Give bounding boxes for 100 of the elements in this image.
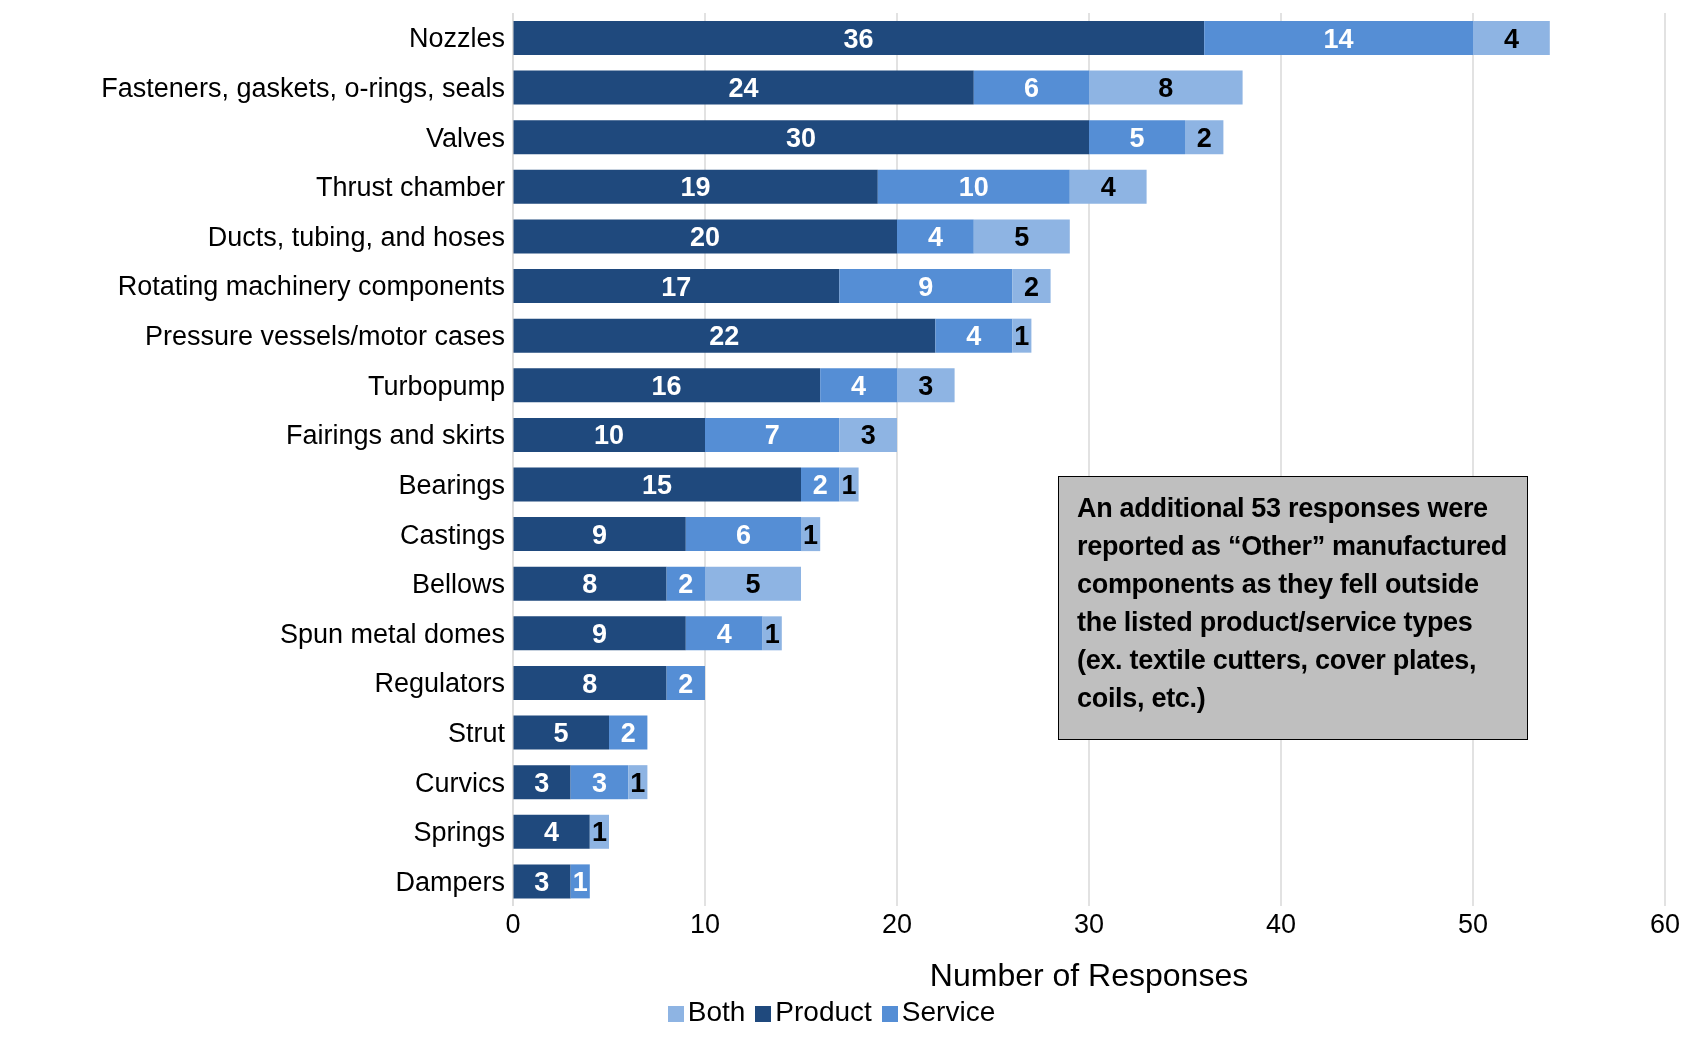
y-tick-label: Dampers — [395, 866, 505, 897]
data-label: 1 — [841, 470, 857, 501]
x-tick-label: 20 — [881, 909, 913, 940]
data-label: 3 — [534, 866, 550, 897]
data-label: 5 — [1129, 122, 1145, 153]
bar — [1089, 120, 1185, 155]
bar — [935, 318, 1013, 353]
data-label: 8 — [582, 569, 598, 600]
data-label: 4 — [1100, 172, 1116, 203]
y-tick-label: Regulators — [374, 668, 505, 699]
y-tick-label: Ducts, tubing, and hoses — [207, 221, 505, 252]
bar — [1089, 70, 1243, 105]
bar — [897, 368, 955, 403]
data-label: 3 — [534, 767, 550, 798]
data-label: 15 — [641, 470, 673, 501]
data-label: 9 — [591, 618, 607, 649]
data-label: 10 — [593, 420, 625, 451]
data-label: 36 — [843, 23, 874, 54]
y-tick-label: Bearings — [398, 469, 505, 500]
data-label: 4 — [716, 618, 732, 649]
bar — [570, 765, 629, 800]
data-label: 8 — [1158, 73, 1174, 104]
y-tick-label: Nozzles — [408, 23, 505, 54]
data-label: 10 — [958, 172, 989, 203]
data-label: 1 — [572, 866, 588, 897]
bar — [513, 765, 571, 800]
x-axis-title: Number of Responses — [929, 957, 1249, 993]
bar — [513, 417, 705, 452]
bar — [513, 814, 590, 849]
data-label: 4 — [927, 222, 943, 253]
x-tick-label: 30 — [1073, 909, 1105, 940]
bar — [897, 219, 974, 254]
legend-label: Product — [775, 996, 872, 1027]
legend-label: Both — [687, 996, 746, 1027]
x-tick-label: 40 — [1265, 909, 1297, 940]
bar — [973, 219, 1070, 254]
data-label: 22 — [709, 321, 740, 352]
bar — [877, 169, 1070, 204]
y-tick-label: Pressure vessels/motor cases — [144, 321, 505, 352]
bar — [685, 616, 763, 651]
data-label: 1 — [1014, 321, 1030, 352]
bar — [973, 70, 1089, 105]
y-tick-label: Springs — [413, 817, 505, 848]
data-label: 1 — [591, 817, 607, 848]
bar — [513, 566, 667, 601]
x-tick-label: 10 — [689, 909, 721, 940]
bar — [839, 269, 1013, 304]
bar — [685, 517, 801, 552]
bar — [513, 715, 609, 750]
data-label: 2 — [1196, 122, 1212, 153]
bar — [513, 269, 840, 304]
y-tick-label: Strut — [447, 717, 506, 748]
data-label: 4 — [1503, 23, 1519, 54]
data-label: 2 — [812, 470, 828, 501]
y-tick-label: Castings — [399, 519, 505, 550]
data-label: 2 — [678, 668, 694, 699]
bar — [705, 566, 801, 601]
bar — [513, 219, 897, 254]
data-label: 4 — [966, 321, 982, 352]
data-label: 1 — [764, 618, 780, 649]
data-label: 2 — [678, 569, 694, 600]
data-label: 24 — [728, 73, 759, 104]
bar — [513, 517, 686, 552]
bar — [820, 368, 897, 403]
bar — [513, 368, 821, 403]
data-label: 6 — [735, 519, 751, 550]
data-label: 3 — [591, 767, 607, 798]
data-label: 5 — [745, 569, 761, 600]
data-label: 5 — [1014, 222, 1030, 253]
data-label: 9 — [918, 271, 934, 302]
data-label: 2 — [620, 718, 636, 749]
data-label: 20 — [689, 222, 721, 253]
legend-label: Service — [901, 996, 996, 1027]
data-label: 16 — [651, 370, 682, 401]
bar — [1204, 21, 1473, 55]
bar — [513, 467, 801, 502]
data-label: 9 — [591, 519, 607, 550]
y-tick-label: Fairings and skirts — [285, 420, 505, 451]
data-label: 30 — [785, 122, 817, 153]
y-tick-label: Turbopump — [367, 370, 505, 401]
bar — [513, 665, 667, 700]
data-label: 5 — [553, 718, 569, 749]
data-label: 1 — [803, 519, 819, 550]
data-label: 7 — [764, 420, 780, 451]
annotation: An additional 53 responses were reported as “Other” manufactured components as they fell outside the listed product/service types (ex. textile cutters, cover plates, coils, etc.) — [1058, 476, 1528, 740]
x-tick-label: 0 — [505, 909, 521, 940]
data-label: 14 — [1323, 23, 1354, 54]
data-label: 8 — [582, 668, 598, 699]
data-label: 1 — [630, 767, 646, 798]
bar — [513, 864, 571, 899]
bar — [705, 417, 840, 452]
data-label: 17 — [661, 271, 692, 302]
data-label: 3 — [918, 370, 934, 401]
bar — [513, 70, 974, 105]
bar — [513, 169, 878, 204]
data-label: 6 — [1023, 73, 1039, 104]
bar — [513, 120, 1089, 155]
x-tick-label: 60 — [1649, 909, 1681, 940]
y-tick-label: Curvics — [414, 767, 505, 798]
bar — [1069, 169, 1147, 204]
